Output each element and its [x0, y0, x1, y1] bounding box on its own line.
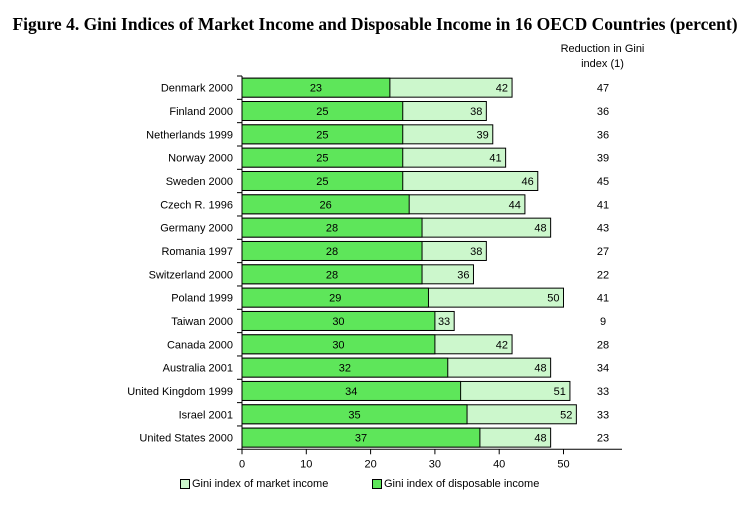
data-label-disposable-income: 30: [332, 339, 344, 351]
category-label: Poland 1999: [171, 293, 233, 305]
reduction-value: 41: [597, 199, 609, 211]
reduction-value: 23: [597, 433, 609, 445]
reduction-value: 27: [597, 246, 609, 258]
data-label-market-income: 42: [496, 339, 508, 351]
category-label: Finland 2000: [169, 106, 233, 118]
x-tick-label: 50: [557, 458, 569, 470]
data-label-disposable-income: 28: [326, 223, 338, 235]
data-label-disposable-income: 34: [345, 386, 357, 398]
data-label-market-income: 39: [477, 129, 489, 141]
reduction-value: 36: [597, 106, 609, 118]
data-label-disposable-income: 37: [355, 433, 367, 445]
data-label-market-income: 48: [534, 363, 546, 375]
data-label-disposable-income: 32: [339, 363, 351, 375]
data-label-market-income: 33: [438, 316, 450, 328]
data-label-disposable-income: 25: [316, 153, 328, 165]
data-label-disposable-income: 28: [326, 269, 338, 281]
reduction-value: 36: [597, 129, 609, 141]
category-label: Netherlands 1999: [146, 129, 233, 141]
reduction-value: 47: [597, 83, 609, 95]
data-label-market-income: 36: [457, 269, 469, 281]
data-label-market-income: 52: [560, 409, 572, 421]
data-label-disposable-income: 30: [332, 316, 344, 328]
category-label: United Kingdom 1999: [127, 386, 233, 398]
data-label-disposable-income: 29: [329, 293, 341, 305]
data-label-disposable-income: 23: [310, 83, 322, 95]
data-label-market-income: 44: [509, 199, 521, 211]
legend-item-market-income: Gini index of market income: [180, 478, 328, 490]
reduction-value: 28: [597, 339, 609, 351]
reduction-value: 39: [597, 153, 609, 165]
x-tick-label: 30: [429, 458, 441, 470]
category-label: Norway 2000: [168, 153, 233, 165]
data-label-disposable-income: 26: [319, 199, 331, 211]
category-label: Taiwan 2000: [171, 316, 233, 328]
legend-label-disposable-income: Gini index of disposable income: [384, 478, 540, 490]
category-label: Israel 2001: [179, 409, 233, 421]
category-label: Australia 2001: [163, 363, 233, 375]
x-tick-label: 10: [300, 458, 312, 470]
reduction-column-header: Reduction in Gini index (1): [560, 43, 645, 70]
category-label: Czech R. 1996: [160, 199, 233, 211]
data-label-market-income: 41: [489, 153, 501, 165]
data-label-market-income: 46: [522, 176, 534, 188]
data-label-market-income: 51: [554, 386, 566, 398]
legend-label-market-income: Gini index of market income: [192, 478, 329, 490]
reduction-value: 22: [597, 269, 609, 281]
category-label: Switzerland 2000: [149, 269, 233, 281]
data-label-market-income: 50: [547, 293, 559, 305]
data-label-market-income: 48: [534, 223, 546, 235]
category-label: United States 2000: [139, 433, 233, 445]
x-tick-label: 20: [364, 458, 376, 470]
data-label-disposable-income: 35: [348, 409, 360, 421]
data-label-market-income: 38: [470, 106, 482, 118]
category-label: Canada 2000: [167, 339, 233, 351]
reduction-value: 41: [597, 293, 609, 305]
reduction-value: 43: [597, 223, 609, 235]
data-label-market-income: 38: [470, 246, 482, 258]
legend-item-disposable-income: Gini index of disposable income: [372, 478, 539, 490]
x-tick-label: 0: [239, 458, 245, 470]
reduction-value: 33: [597, 386, 609, 398]
legend-swatch-disposable-income: [372, 479, 382, 489]
category-label: Romania 1997: [161, 246, 233, 258]
reduction-value: 9: [600, 316, 606, 328]
reduction-value: 33: [597, 409, 609, 421]
legend-swatch-market-income: [180, 479, 190, 489]
data-label-market-income: 42: [496, 83, 508, 95]
category-label: Denmark 2000: [161, 83, 233, 95]
reduction-value: 34: [597, 363, 609, 375]
chart-title: Figure 4. Gini Indices of Market Income …: [12, 14, 738, 34]
reduction-value: 45: [597, 176, 609, 188]
category-label: Sweden 2000: [166, 176, 233, 188]
x-tick-label: 40: [493, 458, 505, 470]
data-label-disposable-income: 25: [316, 176, 328, 188]
data-label-market-income: 48: [534, 433, 546, 445]
data-label-disposable-income: 28: [326, 246, 338, 258]
data-label-disposable-income: 25: [316, 106, 328, 118]
data-label-disposable-income: 25: [316, 129, 328, 141]
category-label: Germany 2000: [160, 223, 233, 235]
